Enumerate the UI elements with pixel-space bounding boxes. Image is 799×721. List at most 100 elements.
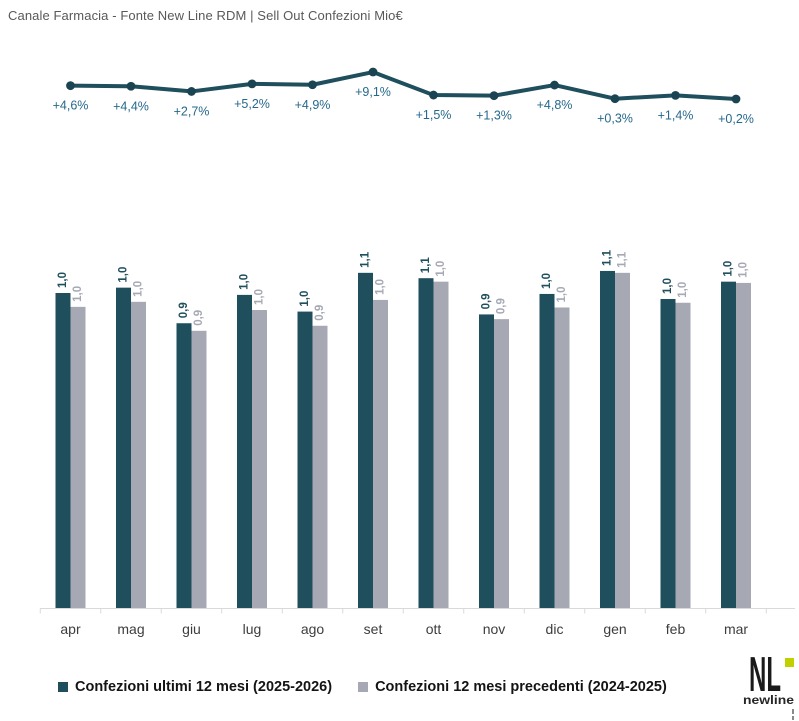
- bar-previous: [131, 301, 146, 608]
- line-value-label: +4,9%: [295, 98, 331, 112]
- bar-value-label-previous: 0,9: [314, 305, 326, 321]
- bar-current: [116, 287, 131, 608]
- bar-current: [539, 293, 555, 608]
- x-axis-label: mar: [724, 621, 748, 637]
- line-point: [247, 79, 257, 89]
- bar-value-label-current: 1,0: [723, 261, 735, 277]
- line-value-label: +2,7%: [174, 104, 210, 118]
- x-axis-label: set: [364, 621, 383, 637]
- bar-value-label-previous: 1,0: [556, 286, 568, 302]
- bar-value-label-current: 0,9: [481, 293, 493, 309]
- legend-item-current: Confezioni ultimi 12 mesi (2025-2026): [58, 679, 332, 695]
- x-axis-label: nov: [483, 621, 506, 637]
- bar-value-label-previous: 1,0: [375, 279, 387, 295]
- bar-current: [176, 323, 192, 608]
- line-point: [489, 91, 499, 101]
- line-value-label: +1,5%: [416, 108, 452, 122]
- bar-value-label-previous: 1,0: [72, 286, 84, 302]
- line-value-label: +0,2%: [718, 112, 754, 126]
- bar-current: [418, 278, 434, 608]
- bar-current: [479, 314, 494, 608]
- legend-item-previous: Confezioni 12 mesi precedenti (2024-2025…: [358, 679, 667, 695]
- bar-value-label-current: 1,1: [602, 249, 614, 266]
- line-value-label: +0,3%: [597, 112, 633, 126]
- bar-value-label-current: 1,0: [239, 274, 251, 290]
- bar-value-label-previous: 1,0: [738, 262, 750, 278]
- line-point: [731, 94, 741, 104]
- bar-value-label-current: 1,0: [541, 273, 553, 289]
- bar-previous: [615, 272, 630, 608]
- bar-previous: [675, 302, 691, 608]
- bar-previous: [312, 325, 328, 608]
- bar-value-label-previous: 0,9: [496, 298, 508, 314]
- line-value-label: +4,4%: [113, 99, 149, 113]
- bar-current: [721, 281, 736, 608]
- x-axis-label: giu: [182, 621, 201, 637]
- bar-previous: [373, 299, 388, 608]
- line-value-label: +9,1%: [355, 85, 391, 99]
- line-value-label: +1,4%: [658, 108, 694, 122]
- line-point: [308, 80, 317, 90]
- bar-current: [660, 298, 676, 608]
- bar-previous: [494, 319, 509, 608]
- bar-current: [297, 311, 313, 608]
- bar-value-label-current: 1,0: [57, 272, 69, 288]
- chart-title: Canale Farmacia - Fonte New Line RDM | S…: [8, 8, 403, 23]
- line-point: [550, 80, 559, 90]
- logo-tagline-mark: [792, 716, 794, 720]
- bar-previous: [252, 310, 267, 608]
- bar-value-label-current: 1,0: [118, 267, 130, 283]
- x-axis-label: apr: [60, 621, 81, 637]
- bar-previous: [191, 330, 207, 608]
- bar-value-label-current: 1,0: [299, 291, 311, 307]
- line-point: [187, 87, 196, 96]
- x-axis-label: lug: [243, 621, 262, 637]
- bar-current: [358, 272, 373, 608]
- bar-previous: [736, 282, 751, 608]
- bar-value-label-previous: 1,0: [435, 261, 447, 277]
- legend-swatch-previous: [358, 682, 369, 692]
- line-point: [126, 81, 136, 91]
- line-point: [610, 94, 620, 104]
- bar-current: [600, 270, 615, 608]
- line-point: [368, 67, 378, 77]
- bar-value-label-previous: 1,0: [133, 281, 145, 297]
- logo-monogram: NL: [749, 652, 781, 702]
- line-value-label: +1,3%: [476, 109, 512, 123]
- bar-value-label-previous: 1,0: [677, 282, 689, 298]
- x-axis-label: feb: [666, 621, 686, 637]
- bar-value-label-current: 1,1: [360, 251, 372, 268]
- line-value-label: +5,2%: [234, 97, 270, 111]
- bar-value-label-previous: 1,1: [617, 251, 629, 268]
- bar-value-label-previous: 1,0: [254, 289, 266, 305]
- x-axis-label: dic: [546, 621, 564, 637]
- legend-label-previous: Confezioni 12 mesi precedenti (2024-2025…: [375, 679, 667, 695]
- bar-value-label-current: 0,9: [178, 302, 190, 318]
- x-axis-label: mag: [117, 621, 144, 637]
- line-point: [66, 81, 75, 91]
- bar-value-label-previous: 0,9: [193, 310, 205, 326]
- logo-name: newline: [743, 693, 794, 707]
- logo-tagline-mark: [792, 709, 794, 714]
- line-value-label: +4,6%: [53, 99, 89, 113]
- bar-previous: [554, 307, 570, 608]
- line-value-label: +4,8%: [537, 98, 573, 112]
- bar-current: [55, 293, 71, 608]
- bar-value-label-current: 1,0: [662, 278, 674, 294]
- x-axis-label: gen: [603, 621, 626, 637]
- newline-logo: NL newline: [743, 652, 794, 720]
- legend-swatch-current: [58, 682, 68, 692]
- bar-previous: [433, 281, 449, 608]
- legend-label-current: Confezioni ultimi 12 mesi (2025-2026): [75, 679, 333, 695]
- x-axis-label: ago: [301, 621, 325, 637]
- bar-previous: [70, 306, 86, 608]
- x-axis-label: ott: [426, 621, 442, 637]
- chart-legend: Confezioni ultimi 12 mesi (2025-2026) Co…: [58, 679, 758, 695]
- line-point: [429, 90, 438, 100]
- logo-green-square-icon: [785, 658, 794, 667]
- growth-line: [68, 70, 738, 101]
- bar-value-label-current: 1,1: [420, 257, 432, 274]
- line-point: [671, 90, 680, 100]
